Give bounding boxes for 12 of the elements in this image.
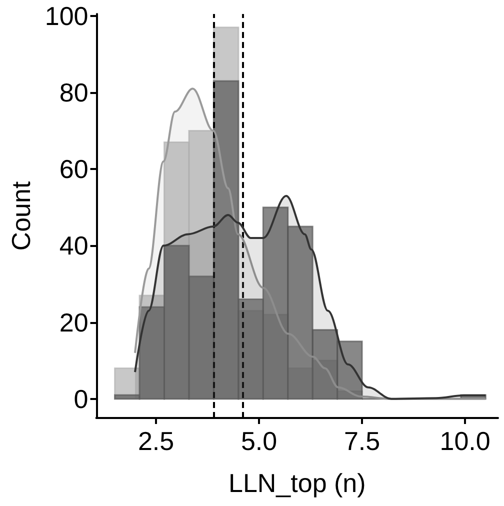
y-tick-label: 20 <box>59 307 88 338</box>
x-tick-label: 10.0 <box>440 426 490 456</box>
y-tick-label: 100 <box>44 0 88 31</box>
x-axis-title: LLN_top (n) <box>228 468 366 498</box>
y-tick-label: 40 <box>59 230 88 261</box>
x-tick-label: 2.5 <box>138 426 174 456</box>
y-tick-label: 0 <box>74 384 88 414</box>
y-tick-label: 60 <box>59 154 88 184</box>
y-tick-label: 80 <box>59 78 88 108</box>
x-tick-label: 5.0 <box>240 426 278 456</box>
x-tick-label: 7.5 <box>344 426 380 456</box>
y-axis-title: Count <box>6 180 36 251</box>
